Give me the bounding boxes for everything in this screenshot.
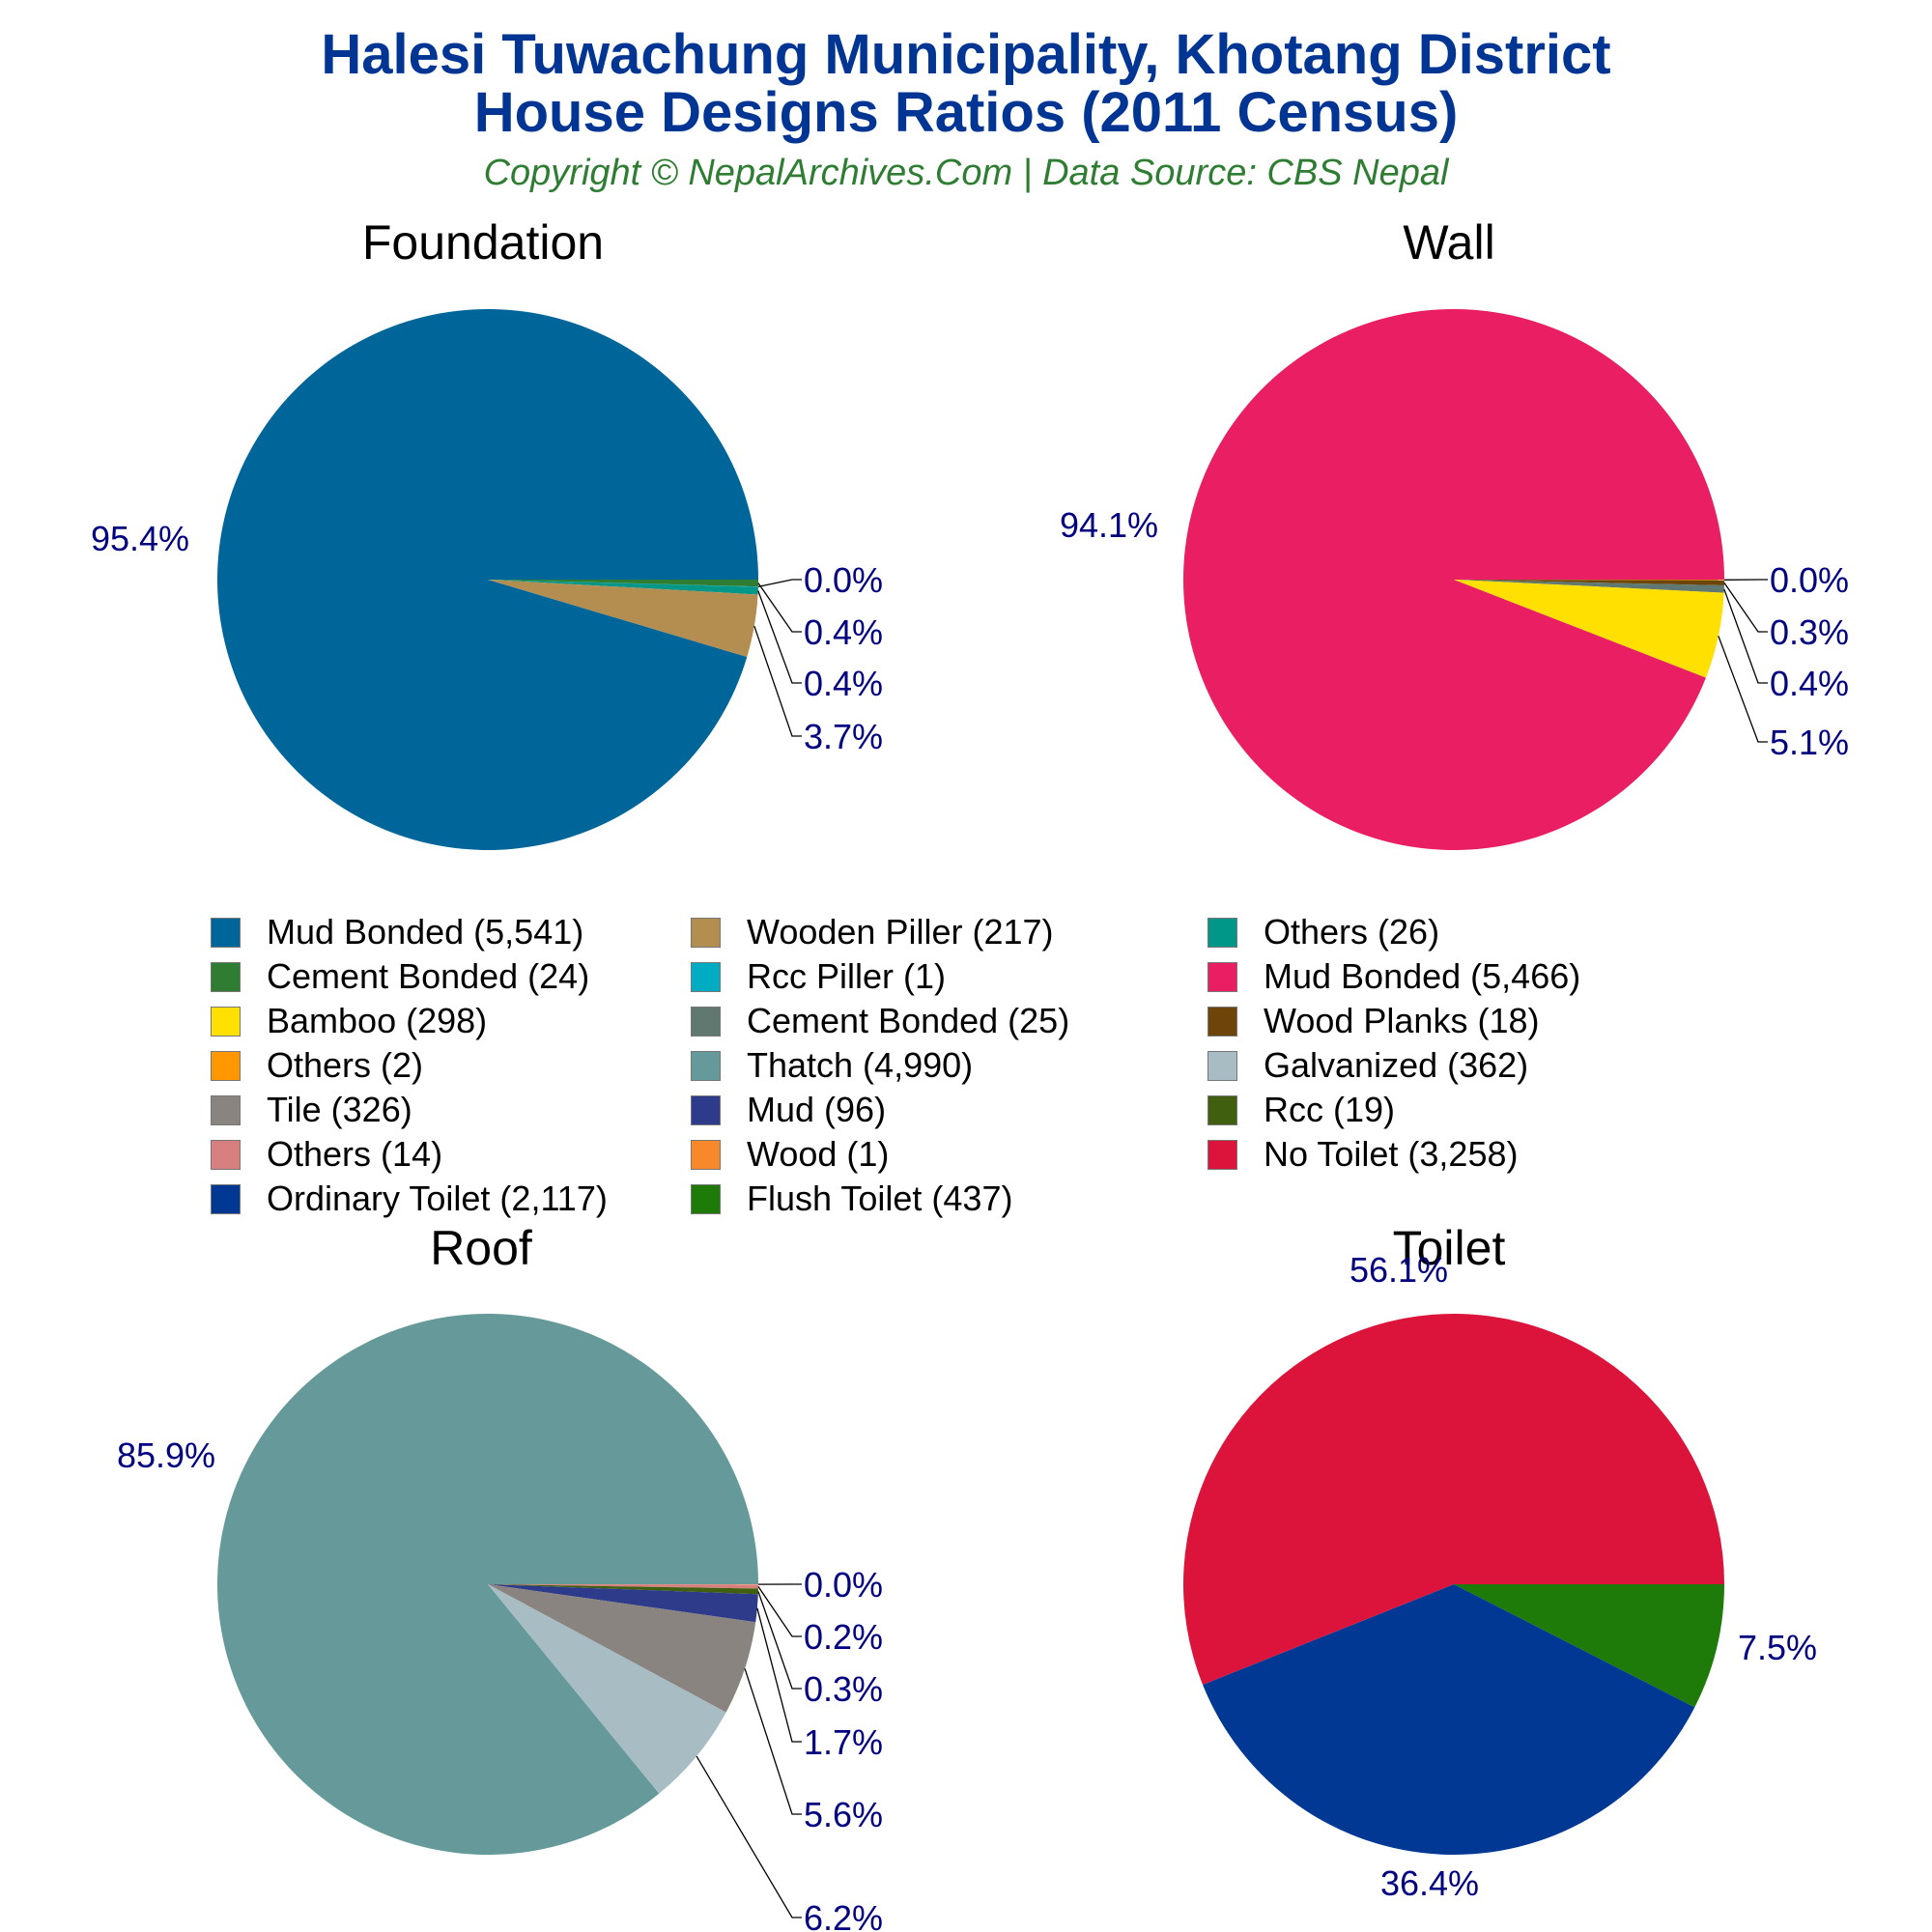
pie-slice-flush-toilet bbox=[1454, 1584, 1724, 1708]
pct-label: 0.3% bbox=[804, 1669, 883, 1709]
pie-slice-wooden-piller bbox=[488, 580, 758, 658]
legend-swatch bbox=[1208, 918, 1237, 948]
legend-label: Flush Toilet (437) bbox=[747, 1179, 1013, 1218]
pct-label: 3.7% bbox=[804, 717, 883, 756]
legend-label: Wood Planks (18) bbox=[1264, 1001, 1540, 1040]
pie-slice-bamboo bbox=[1454, 580, 1724, 678]
pct-label: 94.1% bbox=[1060, 505, 1158, 545]
pct-label: 85.9% bbox=[117, 1435, 215, 1475]
legend-swatch bbox=[1208, 962, 1237, 992]
pie-slice-no-toilet bbox=[1182, 1314, 1724, 1685]
pct-label: 56.1% bbox=[1350, 1250, 1448, 1290]
pie-title-roof: Roof bbox=[430, 1221, 532, 1275]
pct-label: 5.1% bbox=[1770, 723, 1849, 762]
chart-title-line2: House Designs Ratios (2011 Census) bbox=[473, 81, 1459, 144]
pct-label: 6.2% bbox=[804, 1898, 883, 1932]
legend-swatch bbox=[1208, 1095, 1237, 1125]
legend-label: Cement Bonded (24) bbox=[267, 956, 590, 996]
pie-slice-others bbox=[488, 580, 758, 595]
legend-swatch bbox=[691, 1184, 721, 1214]
legend-swatch bbox=[691, 1007, 721, 1037]
pie-roof: 85.9% 0.0% 0.2% 0.3% 1.7% 5.6% 6.2% bbox=[117, 1314, 883, 1932]
pie-slice-mud bbox=[488, 1584, 758, 1623]
legend-swatch bbox=[211, 1051, 241, 1081]
pie-slice-wood-planks bbox=[1454, 580, 1724, 586]
pie-wall: 94.1% 0.0% 0.3% 0.4% 5.1% bbox=[1060, 309, 1849, 851]
legend-swatch bbox=[1208, 1140, 1237, 1170]
pie-slice-thatch bbox=[217, 1314, 758, 1856]
pct-label: 0.3% bbox=[1770, 612, 1849, 652]
pie-slice-rcc-piller bbox=[488, 580, 758, 587]
legend-label: Mud Bonded (5,466) bbox=[1264, 956, 1581, 996]
pct-label: 0.4% bbox=[1770, 664, 1849, 703]
pie-foundation: 95.4% 0.0% 0.4% 0.4% 3.7% bbox=[91, 309, 883, 851]
pie-title-foundation: Foundation bbox=[361, 215, 605, 270]
pct-label: 0.0% bbox=[804, 1565, 883, 1605]
pct-label: 5.6% bbox=[804, 1795, 883, 1834]
pie-slice-ordinary-toilet bbox=[1203, 1584, 1695, 1855]
legend-label: Galvanized (362) bbox=[1264, 1045, 1529, 1085]
pct-label: 0.4% bbox=[804, 612, 883, 652]
legend-swatch bbox=[211, 962, 241, 992]
pct-label: 1.7% bbox=[804, 1722, 883, 1762]
legend-swatch bbox=[211, 918, 241, 948]
legend-swatch bbox=[691, 1051, 721, 1081]
pie-slice-others bbox=[1454, 580, 1724, 581]
legend-swatch bbox=[691, 962, 721, 992]
legend-label: Wood (1) bbox=[747, 1134, 890, 1174]
pct-label: 0.0% bbox=[804, 560, 883, 600]
legend-swatch bbox=[691, 918, 721, 948]
legend-label: Mud (96) bbox=[747, 1090, 887, 1129]
chart-title-line1: Halesi Tuwachung Municipality, Khotang D… bbox=[321, 23, 1611, 86]
pct-label: 95.4% bbox=[91, 519, 189, 558]
legend-label: Others (2) bbox=[267, 1045, 424, 1085]
pie-title-wall: Wall bbox=[1403, 215, 1495, 270]
legend-label: Tile (326) bbox=[267, 1090, 412, 1129]
legend-swatch bbox=[1208, 1007, 1237, 1037]
legend-label: Rcc (19) bbox=[1264, 1090, 1396, 1129]
legend-label: Mud Bonded (5,541) bbox=[267, 912, 584, 952]
pie-slice-cement-bonded bbox=[488, 580, 758, 587]
legend-label: Cement Bonded (25) bbox=[747, 1001, 1070, 1040]
pie-slice-cement-bonded bbox=[1454, 580, 1724, 593]
pie-slice-mud-bonded bbox=[217, 309, 759, 851]
pie-slice-others bbox=[488, 1584, 758, 1589]
legend-swatch bbox=[211, 1184, 241, 1214]
legend-swatch bbox=[211, 1140, 241, 1170]
legend-label: Others (14) bbox=[267, 1134, 443, 1174]
legend-label: Wooden Piller (217) bbox=[747, 912, 1054, 952]
pct-label: 36.4% bbox=[1380, 1863, 1479, 1903]
pct-label: 0.2% bbox=[804, 1617, 883, 1657]
legend-label: Thatch (4,990) bbox=[747, 1045, 974, 1085]
legend-label: Others (26) bbox=[1264, 912, 1440, 952]
pie-slice-galvanized bbox=[488, 1584, 726, 1794]
legend-swatch bbox=[691, 1140, 721, 1170]
pct-label: 0.0% bbox=[1770, 560, 1849, 600]
legend-swatch bbox=[691, 1095, 721, 1125]
pie-slice-tile bbox=[488, 1584, 756, 1713]
legend-swatch bbox=[211, 1007, 241, 1037]
legend-label: Ordinary Toilet (2,117) bbox=[267, 1179, 608, 1218]
pie-slice-mud-bonded bbox=[1183, 309, 1724, 851]
legend-label: Bamboo (298) bbox=[267, 1001, 488, 1040]
legend-swatch bbox=[211, 1095, 241, 1125]
pct-label: 7.5% bbox=[1738, 1628, 1817, 1667]
legend-swatch bbox=[1208, 1051, 1237, 1081]
pie-title-toilet: Toilet bbox=[1392, 1221, 1506, 1275]
pie-slice-rcc bbox=[488, 1584, 758, 1595]
pct-label: 0.4% bbox=[804, 664, 883, 703]
pie-toilet: 56.1% 36.4% 7.5% bbox=[1182, 1250, 1817, 1903]
legend-label: Rcc Piller (1) bbox=[747, 956, 947, 996]
chart-subtitle: Copyright © NepalArchives.Com | Data Sou… bbox=[483, 153, 1449, 193]
legend-label: No Toilet (3,258) bbox=[1264, 1134, 1519, 1174]
